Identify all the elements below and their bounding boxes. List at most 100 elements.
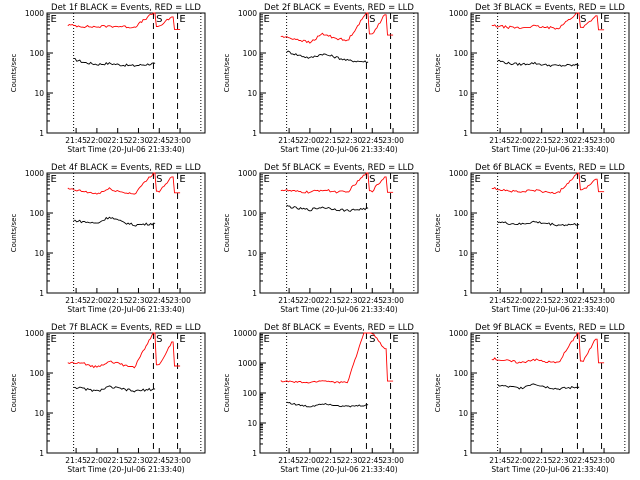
x-tick-label: 22:00 [299, 136, 321, 145]
x-tick-label: 22:00 [510, 136, 532, 145]
events-series-line [286, 204, 369, 212]
x-axis-label: Start Time (20-Jul-06 21:33:40) [67, 145, 184, 154]
y-tick-label: 1 [463, 129, 468, 138]
x-tick-label: 23:00 [593, 296, 615, 305]
detector-panel-5: Det 5f BLACK = Events, RED = LLD 1 10 100 10… [223, 163, 419, 314]
panel-title: Det 7f BLACK = Events, RED = LLD [51, 323, 201, 333]
detector-panel-1: Det 1f BLACK = Events, RED = LLD 1 10 100 10… [10, 3, 206, 154]
event-marker-label: E [50, 334, 56, 345]
y-tick-label: 1000 [238, 359, 257, 368]
x-tick-label: 22:45 [572, 136, 594, 145]
plot-frame [470, 332, 630, 454]
detector-panel-6: Det 6f BLACK = Events, RED = LLD 1 10 100 10… [434, 163, 630, 314]
x-tick-label: 22:30 [128, 136, 150, 145]
event-marker-label: E [50, 174, 56, 185]
y-axis-label: Counts/sec [223, 54, 231, 93]
x-axis-label: Start Time (20-Jul-06 21:33:40) [280, 465, 397, 474]
x-tick-label: 21:45 [278, 456, 300, 465]
event-marker-label: S [369, 334, 375, 345]
y-tick-label: 10 [458, 89, 468, 98]
x-tick-label: 23:00 [382, 296, 404, 305]
events-series-line [286, 50, 369, 64]
y-axis-label: Counts/sec [434, 374, 442, 413]
event-marker-label: E [474, 334, 480, 345]
y-tick-label: 10 [458, 249, 468, 258]
y-tick-label: 1000 [25, 169, 44, 178]
detector-panel-3: Det 3f BLACK = Events, RED = LLD 1 10 100 10… [434, 3, 630, 154]
y-tick-label: 100 [454, 209, 469, 218]
lld-series-line [280, 12, 394, 44]
x-tick-label: 22:30 [552, 136, 574, 145]
x-tick-label: 22:30 [341, 136, 363, 145]
x-tick-label: 21:45 [65, 136, 87, 145]
events-series-line [286, 401, 369, 408]
x-tick-label: 22:45 [361, 456, 383, 465]
y-axis-label: Counts/sec [10, 54, 18, 93]
event-marker-label: E [179, 334, 185, 345]
y-tick-label: 100 [454, 369, 469, 378]
x-tick-label: 21:45 [278, 136, 300, 145]
lld-series-line [280, 332, 394, 384]
y-tick-label: 1 [39, 129, 44, 138]
x-tick-label: 22:00 [299, 296, 321, 305]
plot-frame [470, 12, 630, 134]
event-marker-label: S [580, 174, 586, 185]
x-tick-label: 22:15 [107, 296, 129, 305]
y-tick-label: 100 [30, 49, 45, 58]
panel-title: Det 2f BLACK = Events, RED = LLD [264, 3, 414, 13]
events-series-line [73, 57, 156, 67]
event-marker-label: S [580, 334, 586, 345]
y-tick-label: 1 [463, 289, 468, 298]
x-tick-label: 22:00 [86, 296, 108, 305]
plot-frame [46, 12, 206, 134]
x-tick-label: 22:30 [552, 296, 574, 305]
panel-title: Det 5f BLACK = Events, RED = LLD [264, 163, 414, 173]
y-tick-label: 1000 [25, 9, 44, 18]
panel-title: Det 1f BLACK = Events, RED = LLD [51, 3, 201, 13]
x-tick-label: 22:45 [572, 456, 594, 465]
y-tick-label: 1000 [238, 9, 257, 18]
event-marker-label: S [156, 334, 162, 345]
y-axis-label: Counts/sec [223, 214, 231, 253]
event-marker-label: S [156, 14, 162, 25]
detector-panel-9: Det 9f BLACK = Events, RED = LLD 1 10 100 10… [434, 323, 630, 474]
y-tick-label: 10 [247, 89, 257, 98]
x-tick-label: 21:45 [65, 296, 87, 305]
event-marker-label: E [50, 14, 56, 25]
lld-series-line [491, 332, 605, 364]
plot-frame [259, 332, 419, 454]
x-tick-label: 22:15 [531, 296, 553, 305]
x-tick-label: 22:30 [341, 296, 363, 305]
y-axis-label: Counts/sec [223, 374, 231, 413]
detector-panel-7: Det 7f BLACK = Events, RED = LLD 1 10 100 10… [10, 323, 206, 474]
event-marker-label: S [580, 14, 586, 25]
y-tick-label: 1 [252, 289, 257, 298]
y-tick-label: 100 [454, 49, 469, 58]
y-axis-label: Counts/sec [434, 214, 442, 253]
events-series-line [73, 385, 156, 393]
x-tick-label: 22:15 [320, 456, 342, 465]
events-series-line [497, 383, 580, 391]
x-axis-label: Start Time (20-Jul-06 21:33:40) [280, 305, 397, 314]
y-tick-label: 1000 [449, 329, 468, 338]
lld-series-line [280, 172, 394, 194]
x-tick-label: 22:15 [320, 136, 342, 145]
x-tick-label: 21:45 [65, 456, 87, 465]
event-marker-label: E [603, 14, 609, 25]
panel-title: Det 9f BLACK = Events, RED = LLD [475, 323, 625, 333]
y-tick-label: 10 [34, 409, 44, 418]
detector-panel-4: Det 4f BLACK = Events, RED = LLD 1 10 100 10… [10, 163, 206, 314]
x-axis-label: Start Time (20-Jul-06 21:33:40) [491, 305, 608, 314]
x-tick-label: 21:45 [489, 136, 511, 145]
plot-frame [46, 332, 206, 454]
x-axis-label: Start Time (20-Jul-06 21:33:40) [67, 305, 184, 314]
x-tick-label: 22:15 [531, 456, 553, 465]
panel-title: Det 6f BLACK = Events, RED = LLD [475, 163, 625, 173]
y-tick-label: 1 [252, 129, 257, 138]
x-tick-label: 22:00 [510, 296, 532, 305]
y-tick-label: 100 [30, 369, 45, 378]
y-axis-label: Counts/sec [434, 54, 442, 93]
event-marker-label: E [179, 174, 185, 185]
x-axis-label: Start Time (20-Jul-06 21:33:40) [280, 145, 397, 154]
y-axis-label: Counts/sec [10, 374, 18, 413]
